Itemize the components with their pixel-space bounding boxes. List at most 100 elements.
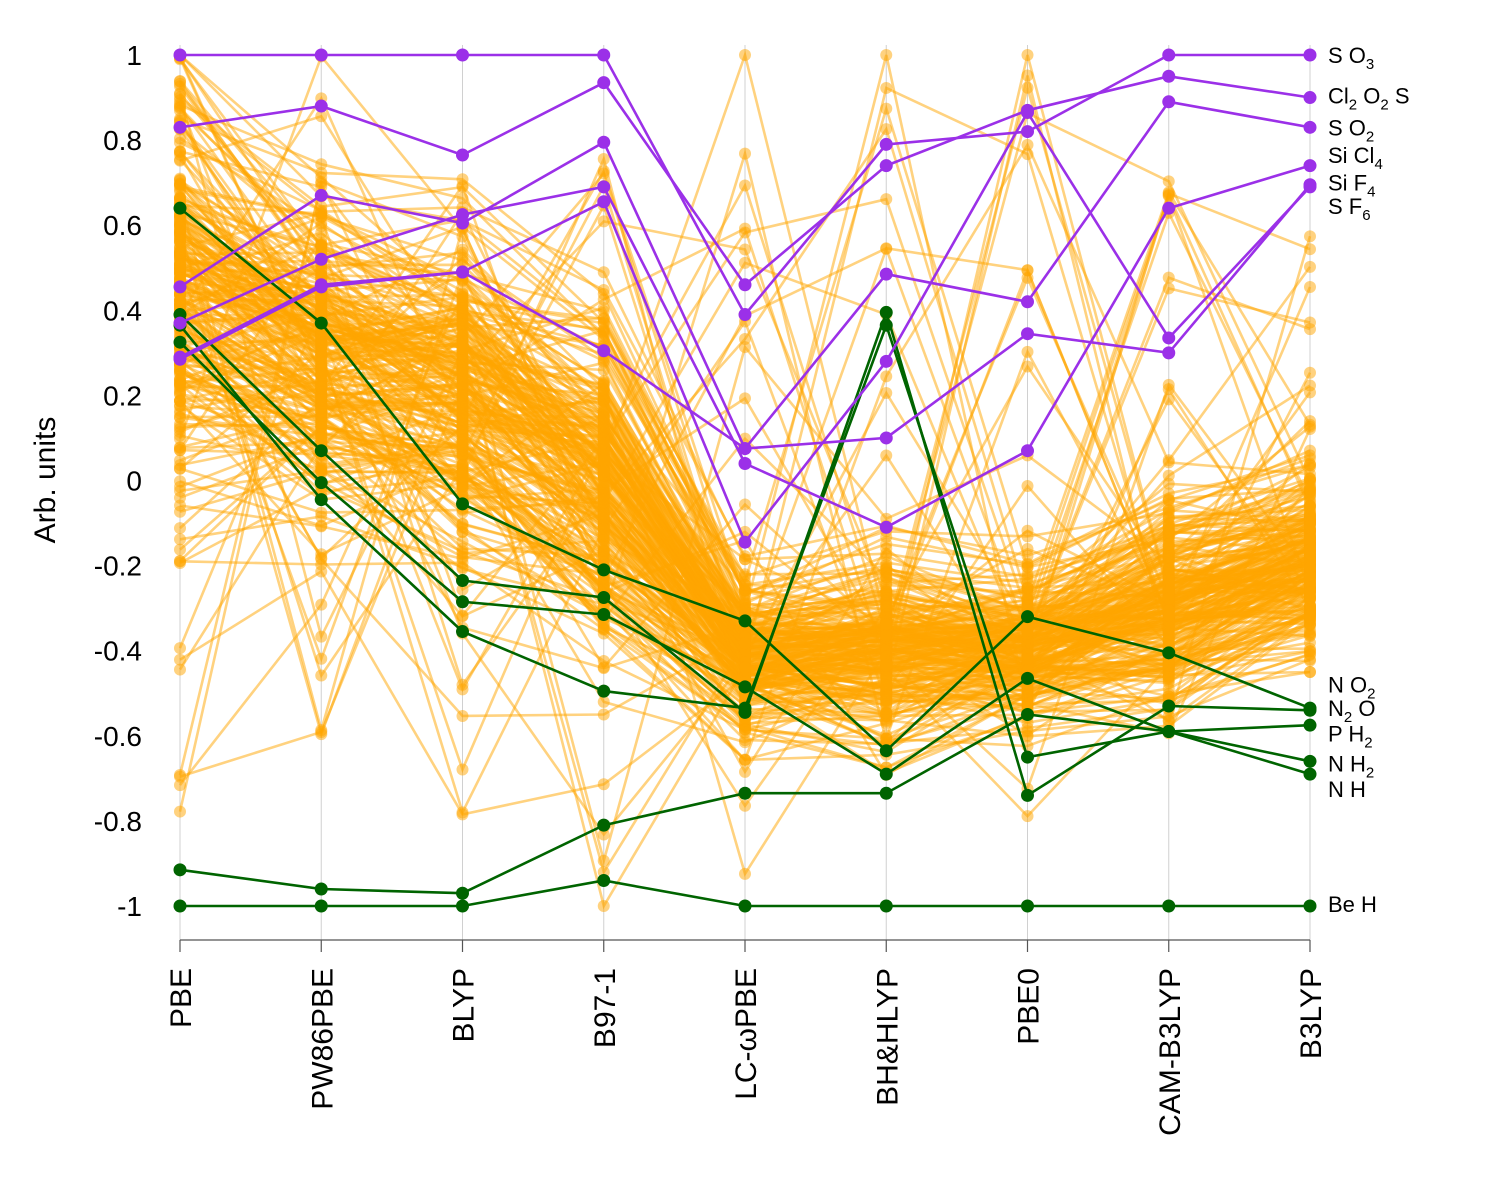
top-highlight-series xyxy=(173,178,1317,456)
bottom-highlight-point xyxy=(173,899,187,913)
background-point xyxy=(1162,378,1175,391)
bottom-highlight-point xyxy=(879,767,893,781)
bottom-highlight-point xyxy=(879,899,893,913)
background-point xyxy=(174,211,186,224)
bottom-highlight-point xyxy=(1021,671,1034,685)
bottom-highlight-point xyxy=(314,899,328,913)
background-point xyxy=(1162,669,1175,682)
top-highlight-point xyxy=(1162,201,1176,215)
bottom-highlight-series xyxy=(173,708,1317,900)
category-label: B97-1 xyxy=(589,968,622,1048)
top-highlight-point xyxy=(879,520,893,534)
background-point xyxy=(739,179,751,192)
background-point xyxy=(456,806,469,819)
background-point xyxy=(880,694,893,707)
bottom-highlight-point xyxy=(1303,754,1317,768)
background-point xyxy=(1304,230,1316,243)
background-point xyxy=(315,166,328,179)
background-point xyxy=(597,695,610,708)
top-highlight-point xyxy=(173,48,187,62)
background-point xyxy=(174,429,186,442)
background-point xyxy=(739,661,751,674)
background-point xyxy=(1304,619,1316,632)
background-point xyxy=(880,577,893,590)
y-tick-label: -0.4 xyxy=(94,636,142,667)
bottom-highlight-point xyxy=(1303,718,1317,732)
background-point xyxy=(739,723,751,736)
y-tick-label: -0.2 xyxy=(94,551,142,582)
background-point xyxy=(739,550,751,563)
background-point xyxy=(174,475,186,488)
background-point xyxy=(880,658,893,671)
background-point xyxy=(315,158,328,171)
background-point xyxy=(880,102,893,115)
top-highlight-point xyxy=(1162,331,1176,345)
background-point xyxy=(1304,547,1316,560)
background-point xyxy=(597,356,610,369)
background-point xyxy=(1304,488,1316,501)
background-point xyxy=(456,173,469,186)
top-highlight-series xyxy=(173,159,1317,534)
background-point xyxy=(880,588,893,601)
bottom-highlight-point xyxy=(314,882,328,896)
background-point xyxy=(880,242,893,255)
top-highlight-point xyxy=(1162,95,1176,109)
background-point xyxy=(174,779,186,792)
bottom-highlight-point xyxy=(173,863,187,877)
top-highlight-point xyxy=(456,265,469,279)
background-point xyxy=(597,778,610,791)
category-label: PW86PBE xyxy=(306,968,339,1110)
background-point xyxy=(456,400,469,413)
background-point xyxy=(174,805,186,818)
background-point xyxy=(880,387,893,400)
background-point xyxy=(1162,563,1175,576)
background-point xyxy=(597,411,610,424)
background-point xyxy=(315,211,328,224)
background-point xyxy=(456,609,469,622)
background-point xyxy=(597,215,610,228)
background-point xyxy=(597,465,610,478)
background-point xyxy=(597,528,610,541)
background-point xyxy=(739,799,751,812)
bottom-highlight-point xyxy=(1162,646,1176,660)
top-highlight-point xyxy=(738,308,752,322)
background-point xyxy=(1304,423,1316,436)
background-point xyxy=(880,81,893,94)
top-highlight-point xyxy=(879,267,893,281)
background-point xyxy=(315,338,328,351)
background-point xyxy=(174,454,186,467)
background-point xyxy=(739,568,751,581)
bottom-highlight-point xyxy=(456,595,469,609)
background-point xyxy=(880,49,893,61)
background-point xyxy=(1304,636,1316,649)
background-point xyxy=(1162,271,1175,284)
background-point xyxy=(1021,345,1034,358)
y-tick-label: 0.4 xyxy=(103,295,142,326)
y-tick-label: 0.6 xyxy=(103,210,142,241)
background-point xyxy=(1021,557,1034,570)
bottom-highlight-point xyxy=(314,476,328,490)
category-labels: PBE PW86PBE BLYP B97-1 LC-ωPBE BH&HLYP PBE0 CAM… xyxy=(165,968,1328,1136)
background-point xyxy=(739,341,751,354)
bottom-highlight-point xyxy=(1162,699,1176,713)
background-point xyxy=(597,305,610,318)
background-point xyxy=(456,342,469,355)
background-point xyxy=(174,378,186,391)
top-highlight-point xyxy=(173,120,187,134)
bottom-highlight-point xyxy=(597,608,611,622)
top-highlight-point xyxy=(879,137,893,151)
background-point xyxy=(315,416,328,429)
y-tick-labels: 1 0.8 0.6 0.4 0.2 0 -0.2 -0.4 -0.6 -0.8 -1 xyxy=(94,40,142,922)
background-point xyxy=(1021,729,1034,742)
background-point xyxy=(597,655,610,668)
background-point xyxy=(597,153,610,166)
background-point xyxy=(597,578,610,591)
series-label: P H2 xyxy=(1328,722,1373,752)
background-point xyxy=(1304,260,1316,273)
background-point xyxy=(1304,243,1316,256)
bottom-highlight-point xyxy=(456,625,469,639)
category-label: B3LYP xyxy=(1295,968,1328,1059)
background-point xyxy=(174,294,186,307)
background-point xyxy=(597,544,610,557)
